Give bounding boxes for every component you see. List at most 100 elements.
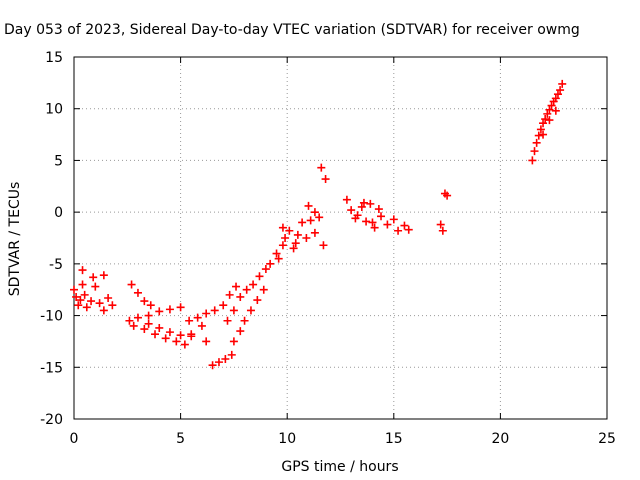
data-point xyxy=(140,325,149,334)
data-point xyxy=(304,201,313,210)
data-point xyxy=(78,266,87,275)
data-point xyxy=(317,163,326,172)
data-point xyxy=(76,296,85,305)
data-point xyxy=(541,115,550,124)
data-point xyxy=(214,358,223,367)
data-point xyxy=(302,234,311,242)
x-tick-label: 20 xyxy=(491,431,509,447)
data-point xyxy=(176,303,185,312)
series-cluster-f xyxy=(436,189,452,235)
data-point xyxy=(129,321,138,330)
x-tick-label: 10 xyxy=(278,431,296,447)
data-point xyxy=(528,156,537,165)
data-point xyxy=(104,293,113,302)
data-point xyxy=(342,195,351,204)
data-point xyxy=(221,355,230,364)
data-point xyxy=(547,101,556,110)
data-point xyxy=(155,307,164,316)
data-point xyxy=(202,337,211,346)
data-point xyxy=(266,259,275,268)
y-tick-label: -15 xyxy=(40,360,63,376)
data-point xyxy=(377,212,386,221)
data-point xyxy=(374,205,383,214)
data-point xyxy=(368,218,377,227)
data-point xyxy=(127,280,136,289)
series-cluster-d xyxy=(274,163,330,263)
data-point xyxy=(225,290,234,299)
data-point xyxy=(556,86,565,95)
data-point xyxy=(347,206,356,215)
plot-frame xyxy=(73,56,608,420)
data-point xyxy=(357,202,366,211)
data-point xyxy=(72,292,81,301)
data-points xyxy=(70,79,567,370)
data-point xyxy=(125,316,134,325)
data-point xyxy=(133,313,142,322)
data-point xyxy=(315,213,324,222)
data-point xyxy=(534,131,543,140)
data-point xyxy=(259,285,268,294)
data-point xyxy=(99,271,108,280)
data-point xyxy=(172,337,181,346)
data-point xyxy=(558,79,567,88)
data-point xyxy=(539,130,548,139)
data-point xyxy=(289,244,298,253)
data-point xyxy=(253,296,262,305)
y-tick-label: -20 xyxy=(40,412,63,428)
data-point xyxy=(165,305,174,314)
data-point xyxy=(281,234,290,242)
data-point xyxy=(161,334,170,343)
x-tick-labels: 0 5 10 15 20 25 xyxy=(70,431,616,447)
data-point xyxy=(232,282,241,291)
series-cluster-e xyxy=(342,195,413,235)
data-point xyxy=(274,254,283,263)
data-point xyxy=(133,288,142,297)
y-tick-label: 15 xyxy=(45,50,63,66)
y-tick-label: -5 xyxy=(49,257,63,273)
data-point xyxy=(285,226,294,235)
data-point xyxy=(87,297,96,306)
data-point xyxy=(298,218,307,227)
data-point xyxy=(236,327,245,336)
data-point xyxy=(236,292,245,301)
data-point xyxy=(180,340,189,349)
series-cluster-b xyxy=(125,280,196,349)
data-point xyxy=(272,249,281,258)
data-point xyxy=(176,331,185,340)
data-point xyxy=(108,301,117,310)
data-point xyxy=(242,285,251,294)
data-point xyxy=(321,175,330,184)
series-cluster-c xyxy=(185,241,287,370)
data-point xyxy=(202,309,211,318)
data-point xyxy=(383,220,392,229)
data-point xyxy=(229,337,238,346)
data-point xyxy=(140,297,149,306)
data-point xyxy=(551,106,560,115)
data-point xyxy=(185,316,194,325)
data-point xyxy=(197,321,206,330)
data-point xyxy=(310,208,319,217)
data-point xyxy=(545,116,554,125)
data-point xyxy=(151,330,160,339)
data-point xyxy=(436,220,445,229)
data-point xyxy=(359,198,368,207)
data-point xyxy=(82,303,91,312)
data-point xyxy=(74,301,83,310)
data-point xyxy=(553,90,562,99)
data-point xyxy=(193,313,202,322)
y-axis-title: SDTVAR / TECUs xyxy=(7,182,23,297)
series-cluster-g xyxy=(528,79,567,165)
data-point xyxy=(293,230,302,239)
data-point xyxy=(165,328,174,337)
data-point xyxy=(70,285,78,294)
data-point xyxy=(443,191,452,200)
data-point xyxy=(144,311,153,320)
data-point xyxy=(543,109,552,118)
data-point xyxy=(223,316,232,325)
data-point xyxy=(187,332,196,341)
x-tick-label: 15 xyxy=(385,431,403,447)
data-point xyxy=(310,228,319,237)
data-point xyxy=(353,211,362,220)
x-axis-title: GPS time / hours xyxy=(281,459,398,475)
